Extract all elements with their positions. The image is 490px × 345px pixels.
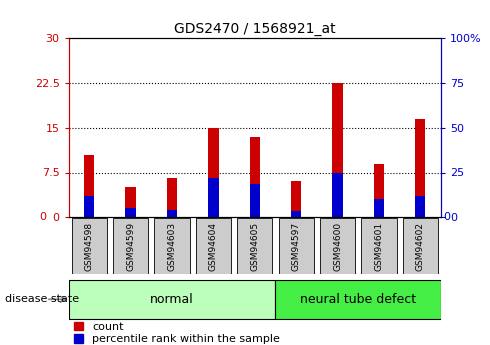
Bar xyxy=(361,218,396,274)
Bar xyxy=(332,83,343,217)
Bar xyxy=(167,210,177,217)
Text: GSM94601: GSM94601 xyxy=(374,222,384,271)
Bar xyxy=(275,280,441,319)
Bar xyxy=(415,196,425,217)
Bar xyxy=(84,155,95,217)
Bar xyxy=(84,196,95,217)
Bar xyxy=(208,178,219,217)
Bar xyxy=(374,164,384,217)
Bar xyxy=(249,185,260,217)
Text: GSM94597: GSM94597 xyxy=(292,222,301,271)
Text: 0: 0 xyxy=(443,213,450,222)
Bar xyxy=(291,211,301,217)
Text: normal: normal xyxy=(150,293,194,306)
Text: GSM94605: GSM94605 xyxy=(250,222,259,271)
Bar xyxy=(279,218,314,274)
Text: GSM94598: GSM94598 xyxy=(85,222,94,271)
Text: GSM94599: GSM94599 xyxy=(126,222,135,271)
Bar xyxy=(72,218,107,274)
Bar xyxy=(69,280,275,319)
Bar xyxy=(291,181,301,217)
Text: 0: 0 xyxy=(40,213,47,222)
Legend: count, percentile rank within the sample: count, percentile rank within the sample xyxy=(74,322,280,344)
Bar xyxy=(237,218,272,274)
Bar xyxy=(415,119,425,217)
Bar xyxy=(374,199,384,217)
Text: disease state: disease state xyxy=(5,295,79,304)
Bar xyxy=(167,178,177,217)
Bar xyxy=(196,218,231,274)
Bar xyxy=(154,218,190,274)
Bar xyxy=(249,137,260,217)
Text: GSM94603: GSM94603 xyxy=(168,222,176,271)
Text: GSM94604: GSM94604 xyxy=(209,222,218,271)
Bar xyxy=(125,208,136,217)
Bar xyxy=(403,218,438,274)
Text: GSM94600: GSM94600 xyxy=(333,222,342,271)
Bar xyxy=(125,187,136,217)
Title: GDS2470 / 1568921_at: GDS2470 / 1568921_at xyxy=(174,21,336,36)
Bar xyxy=(113,218,148,274)
Text: neural tube defect: neural tube defect xyxy=(300,293,416,306)
Text: GSM94602: GSM94602 xyxy=(416,222,425,271)
Bar xyxy=(320,218,355,274)
Bar xyxy=(208,128,219,217)
Bar xyxy=(332,172,343,217)
